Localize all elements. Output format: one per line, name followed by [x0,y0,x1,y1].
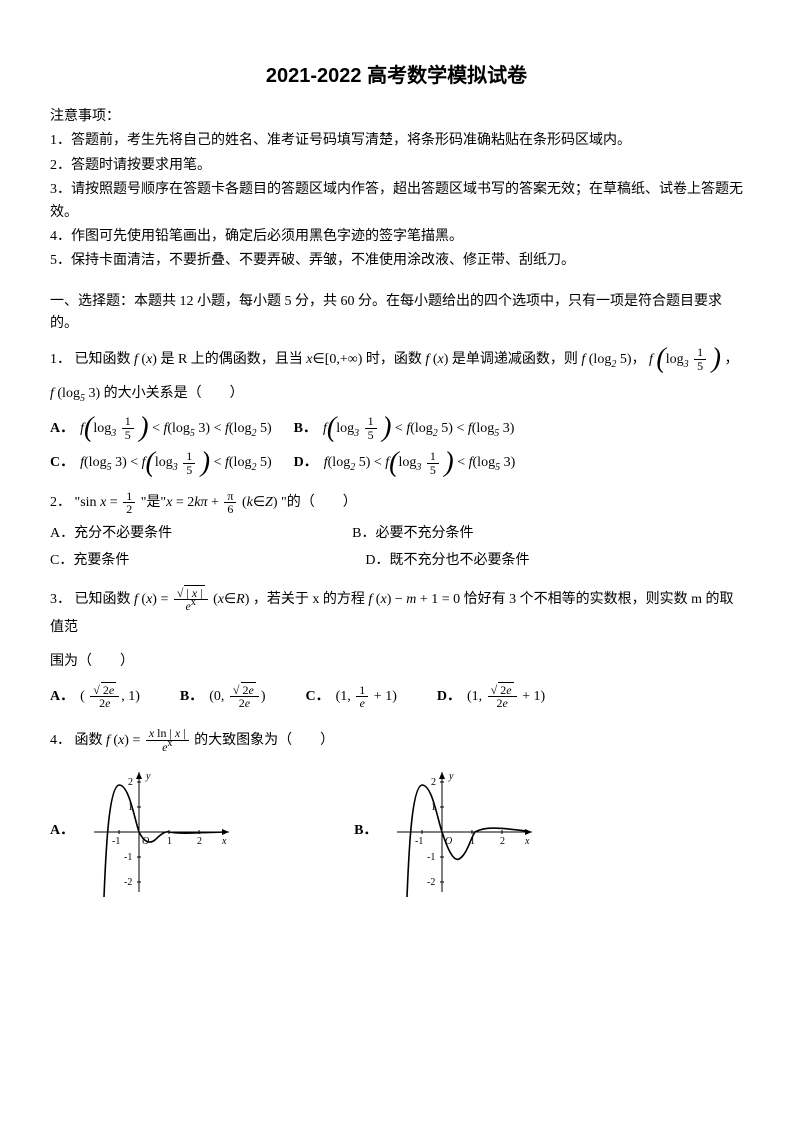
q4-text: 的大致图象为（ ） [194,733,334,748]
q3-option-a: A． ( √2e 2e , 1) [50,682,140,713]
graph-a: -1 O 1 2 1 2 -1 -2 y x [84,767,234,897]
q1-text: 时，函数 [366,352,422,367]
q2-option-b: B．必要不充分条件 [352,523,473,545]
q2-number: 2． [50,495,71,510]
q3-text: 已知函数 [75,592,131,607]
question-3-line2: 围为（ ） [50,648,743,676]
q1-text: 的大小关系是（ ） [104,386,244,401]
svg-text:2: 2 [197,836,202,847]
question-4: 4． 函数 f (x) = x ln | x | ex 的大致图象为（ ） [50,727,743,755]
section-heading: 一、选择题：本题共 12 小题，每小题 5 分，共 60 分。在每小题给出的四个… [50,291,743,336]
q4-option-a: A． -1 O 1 2 1 2 [50,767,234,897]
svg-text:-1: -1 [124,852,132,863]
q2-options-row2: C．充要条件 D．既不充分也不必要条件 [50,550,743,572]
question-3: 3． 已知函数 f (x) = √| x | ex (x∈R) ，若关于 x 的… [50,586,743,642]
q1-text: 是单调递减函数，则 [452,352,578,367]
svg-text:2: 2 [500,836,505,847]
q1-option-c: C． f(log5 3) < f(log3 15 ) < f(log2 5) [50,448,272,479]
q1-option-a: A． f(log3 15 ) < f(log5 3) < f(log2 5) [50,414,272,445]
svg-text:2: 2 [128,777,133,788]
svg-text:x: x [524,836,530,847]
q1-options-row2: C． f(log5 3) < f(log3 15 ) < f(log2 5) D… [50,448,743,479]
svg-text:2: 2 [431,777,436,788]
notice-heading: 注意事项： [50,106,743,128]
notice-item: 1．答题前，考生先将自己的姓名、准考证号码填写清楚，将条形码准确粘贴在条形码区域… [50,130,743,152]
svg-text:-1: -1 [415,836,423,847]
q1-options-row1: A． f(log3 15 ) < f(log5 3) < f(log2 5) B… [50,414,743,445]
q1-number: 1． [50,352,71,367]
q3-option-c: C． (1, 1e + 1) [306,682,397,713]
page-title: 2021-2022 高考数学模拟试卷 [50,60,743,92]
svg-text:y: y [448,771,454,782]
svg-text:-2: -2 [124,877,132,888]
q3-number: 3． [50,592,71,607]
notice-item: 3．请按照题号顺序在答题卡各题目的答题区域内作答，超出答题区域书写的答案无效；在… [50,179,743,224]
q2-option-a: A．充分不必要条件 [50,523,172,545]
svg-text:-1: -1 [112,836,120,847]
svg-text:-2: -2 [427,877,435,888]
notice-item: 2．答题时请按要求用笔。 [50,155,743,177]
q4-number: 4． [50,733,71,748]
q3-text: ，若关于 x 的方程 [253,592,365,607]
question-1-line2: f (log5 3) 的大小关系是（ ） [50,380,743,408]
q4-text: 函数 [75,733,103,748]
svg-text:x: x [221,836,227,847]
notice-item: 5．保持卡面清洁，不要折叠、不要弄破、弄皱，不准使用涂改液、修正带、刮纸刀。 [50,250,743,272]
svg-text:-1: -1 [427,852,435,863]
svg-text:y: y [145,771,151,782]
q1-option-b: B． f(log3 15 ) < f(log2 5) < f(log5 3) [294,414,515,445]
q2-option-d: D．既不充分也不必要条件 [365,550,529,572]
question-1: 1． 已知函数 f (x) 是 R 上的偶函数，且当 x∈[0,+∞) 时，函数… [50,346,743,374]
q1-option-d: D． f(log2 5) < f(log3 15 ) < f(log5 3) [294,448,516,479]
exam-page: 2021-2022 高考数学模拟试卷 注意事项： 1．答题前，考生先将自己的姓名… [0,0,793,1122]
q1-text: 已知函数 [75,352,131,367]
notice-item: 4．作图可先使用铅笔画出，确定后必须用黑色字迹的签字笔描黑。 [50,226,743,248]
q2-options-row1: A．充分不必要条件 B．必要不充分条件 [50,523,743,545]
q4-option-b: B． -1 O 1 2 1 2 -1 -2 [354,767,537,897]
q4-graphs: A． -1 O 1 2 1 2 [50,767,743,897]
question-2: 2． "sin x = 12 "是"x = 2kπ + π6 (k∈Z) "的（… [50,489,743,517]
q1-text: 是 R 上的偶函数，且当 [160,352,302,367]
svg-text:1: 1 [167,836,172,847]
q2-option-c: C．充要条件 [50,550,129,572]
q3-option-d: D． (1, √2e 2e + 1) [437,682,545,713]
graph-b: -1 O 1 2 1 2 -1 -2 y x [387,767,537,897]
q3-options: A． ( √2e 2e , 1) B． (0, √2e 2e ) C． (1, … [50,682,743,713]
q3-option-b: B． (0, √2e 2e ) [180,682,266,713]
